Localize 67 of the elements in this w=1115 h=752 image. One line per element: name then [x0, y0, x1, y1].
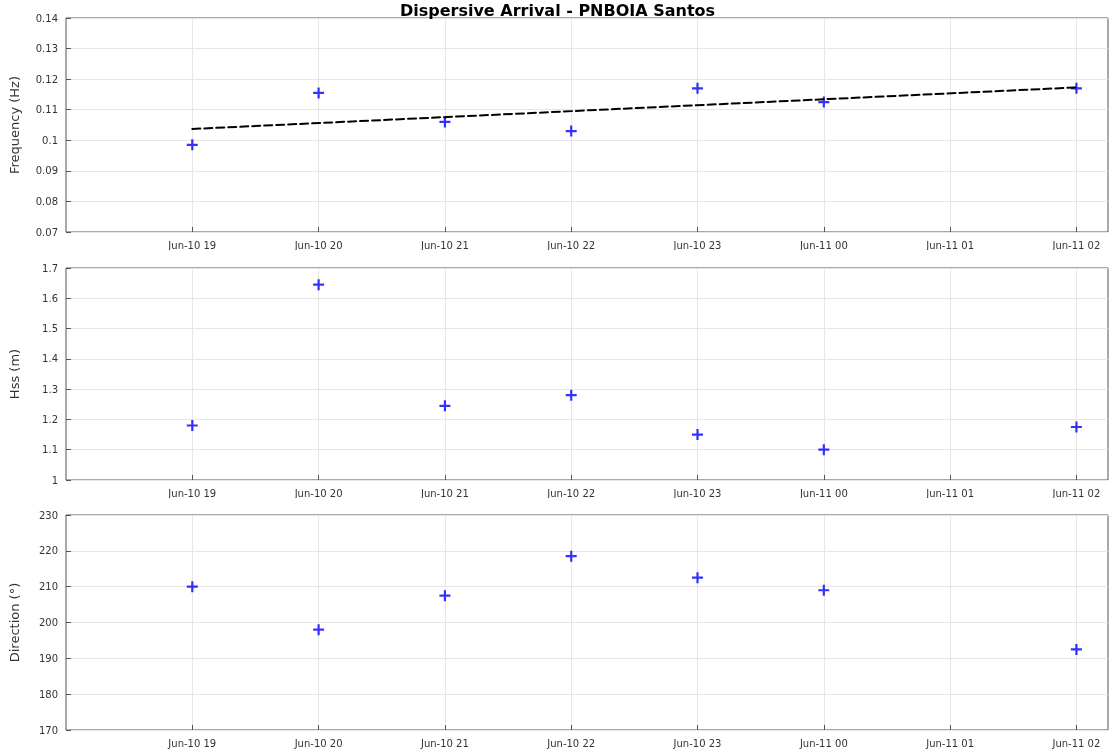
point	[565, 389, 577, 401]
point	[186, 419, 198, 431]
y-tick-label: 1	[51, 474, 58, 486]
y-tick-label: 220	[38, 545, 58, 557]
point	[439, 400, 451, 412]
x-tick-label: Jun-11 01	[925, 239, 975, 251]
point	[692, 82, 704, 94]
x-tick-label: Jun-11 02	[1051, 239, 1101, 251]
y-tick-label: 210	[38, 581, 58, 593]
y-tick-label: 0.07	[35, 226, 58, 238]
x-tick-label: Jun-10 22	[546, 737, 596, 749]
y-tick-label: 1.2	[42, 413, 58, 425]
point	[818, 584, 830, 596]
y-axis-title: Direction (°)	[7, 582, 22, 663]
x-tick-label: Jun-10 19	[167, 239, 217, 251]
point	[565, 125, 577, 137]
x-tick-label: Jun-10 21	[419, 737, 469, 749]
y-tick-label: 1.4	[42, 353, 58, 365]
x-tick-label: Jun-10 21	[419, 239, 469, 251]
point	[313, 87, 325, 99]
y-axis-title: Hss (m)	[7, 348, 22, 400]
chart-title: Dispersive Arrival - PNBOIA Santos	[399, 0, 716, 20]
x-tick-label: Jun-11 02	[1051, 487, 1101, 499]
y-tick-label: 170	[38, 724, 58, 736]
point	[439, 590, 451, 602]
y-tick-label: 1.6	[42, 292, 58, 304]
y-tick-label: 1.1	[42, 444, 58, 456]
y-tick-label: 190	[38, 652, 58, 664]
point	[692, 572, 704, 584]
y-tick-label: 1.5	[42, 323, 58, 335]
y-tick-label: 0.09	[35, 165, 58, 177]
x-tick-label: Jun-11 01	[925, 737, 975, 749]
x-tick-label: Jun-10 19	[167, 487, 217, 499]
x-tick-label: Jun-10 23	[672, 239, 722, 251]
x-tick-label: Jun-10 23	[672, 487, 722, 499]
x-tick-label: Jun-10 22	[546, 239, 596, 251]
y-tick-label: 200	[38, 617, 58, 628]
y-tick-label: 0.14	[35, 12, 58, 24]
point	[565, 550, 577, 562]
y-tick-label: 1.7	[42, 262, 58, 274]
x-tick-label: Jun-11 00	[798, 737, 848, 749]
x-tick-label: Jun-10 20	[293, 239, 343, 251]
point	[313, 279, 325, 291]
x-tick-label: Jun-11 01	[925, 487, 975, 499]
y-tick-label: 180	[38, 688, 58, 700]
point	[818, 444, 830, 456]
x-tick-label: Jun-10 23	[672, 737, 722, 749]
y-tick-label: 230	[38, 509, 58, 521]
x-tick-label: Jun-11 02	[1051, 737, 1101, 749]
x-tick-label: Jun-10 20	[293, 737, 343, 749]
point	[692, 429, 704, 441]
point	[186, 581, 198, 593]
y-tick-label: 1.3	[42, 383, 58, 395]
y-tick-label: 0.1	[42, 134, 58, 146]
y-tick-label: 0.13	[35, 43, 58, 55]
y-tick-label: 0.08	[35, 195, 58, 207]
x-tick-label: Jun-10 19	[167, 737, 217, 749]
x-tick-label: Jun-10 21	[419, 487, 469, 499]
x-tick-label: Jun-11 00	[798, 239, 848, 251]
y-tick-label: 0.11	[35, 104, 58, 116]
y-axis-title: Frequency (Hz)	[7, 75, 22, 175]
point	[186, 139, 198, 151]
point	[313, 624, 325, 636]
x-tick-label: Jun-10 20	[293, 487, 343, 499]
x-tick-label: Jun-11 00	[798, 487, 848, 499]
y-tick-label: 0.12	[35, 73, 58, 85]
x-tick-label: Jun-10 22	[546, 487, 596, 499]
